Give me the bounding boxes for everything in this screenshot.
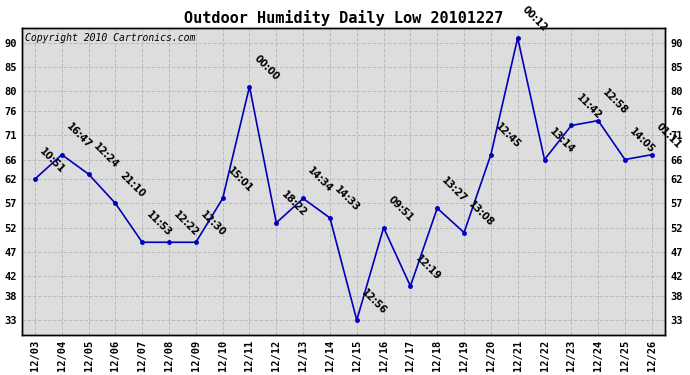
Text: 10:51: 10:51 [38,146,67,175]
Text: 12:22: 12:22 [172,209,201,238]
Text: 12:58: 12:58 [601,87,630,117]
Text: 14:05: 14:05 [628,126,657,155]
Text: Copyright 2010 Cartronics.com: Copyright 2010 Cartronics.com [25,33,195,43]
Text: 12:45: 12:45 [493,122,522,150]
Text: 21:10: 21:10 [118,170,147,199]
Text: 09:51: 09:51 [386,195,415,224]
Text: 14:34: 14:34 [306,165,335,194]
Text: 14:33: 14:33 [333,185,362,214]
Text: 00:12: 00:12 [520,5,549,34]
Text: 13:27: 13:27 [440,175,469,204]
Text: 12:24: 12:24 [91,141,120,170]
Text: 18:22: 18:22 [279,189,308,219]
Text: 11:42: 11:42 [574,92,603,122]
Text: 01:11: 01:11 [655,122,684,150]
Text: 15:01: 15:01 [226,165,255,194]
Title: Outdoor Humidity Daily Low 20101227: Outdoor Humidity Daily Low 20101227 [184,10,503,26]
Text: 11:53: 11:53 [145,209,174,238]
Text: 00:00: 00:00 [253,53,282,82]
Text: 16:47: 16:47 [65,122,94,150]
Text: 12:56: 12:56 [359,287,388,316]
Text: 13:08: 13:08 [467,199,496,228]
Text: 13:14: 13:14 [547,126,576,155]
Text: 12:19: 12:19 [413,253,442,282]
Text: 12:30: 12:30 [199,209,228,238]
